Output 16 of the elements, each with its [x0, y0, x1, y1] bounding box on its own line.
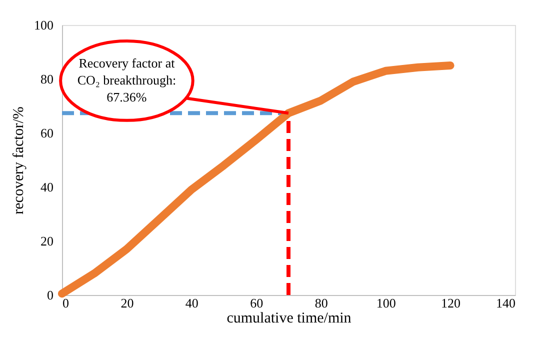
x-tick-label: 100: [376, 296, 396, 310]
x-tick-label: 120: [441, 296, 461, 310]
annotation: Recovery factor at CO₂ breakthrough: 67.36%: [77, 56, 176, 105]
x-axis-title: cumulative time/min: [226, 310, 352, 326]
y-tick-label: 20: [40, 234, 54, 248]
y-tick-label: 60: [40, 126, 54, 140]
y-tick-label: 100: [34, 18, 54, 32]
x-tick-label: 60: [250, 296, 264, 310]
x-tick-label: 80: [314, 296, 328, 310]
y-axis-title: recovery factor/%: [11, 106, 27, 214]
x-tick-label: 0: [62, 296, 69, 310]
y-tick-label: 80: [40, 72, 54, 86]
y-tick-label: 40: [40, 180, 54, 194]
x-tick-label: 40: [185, 296, 198, 310]
x-tick-label: 140: [496, 296, 516, 310]
x-tick-label: 20: [120, 296, 134, 310]
